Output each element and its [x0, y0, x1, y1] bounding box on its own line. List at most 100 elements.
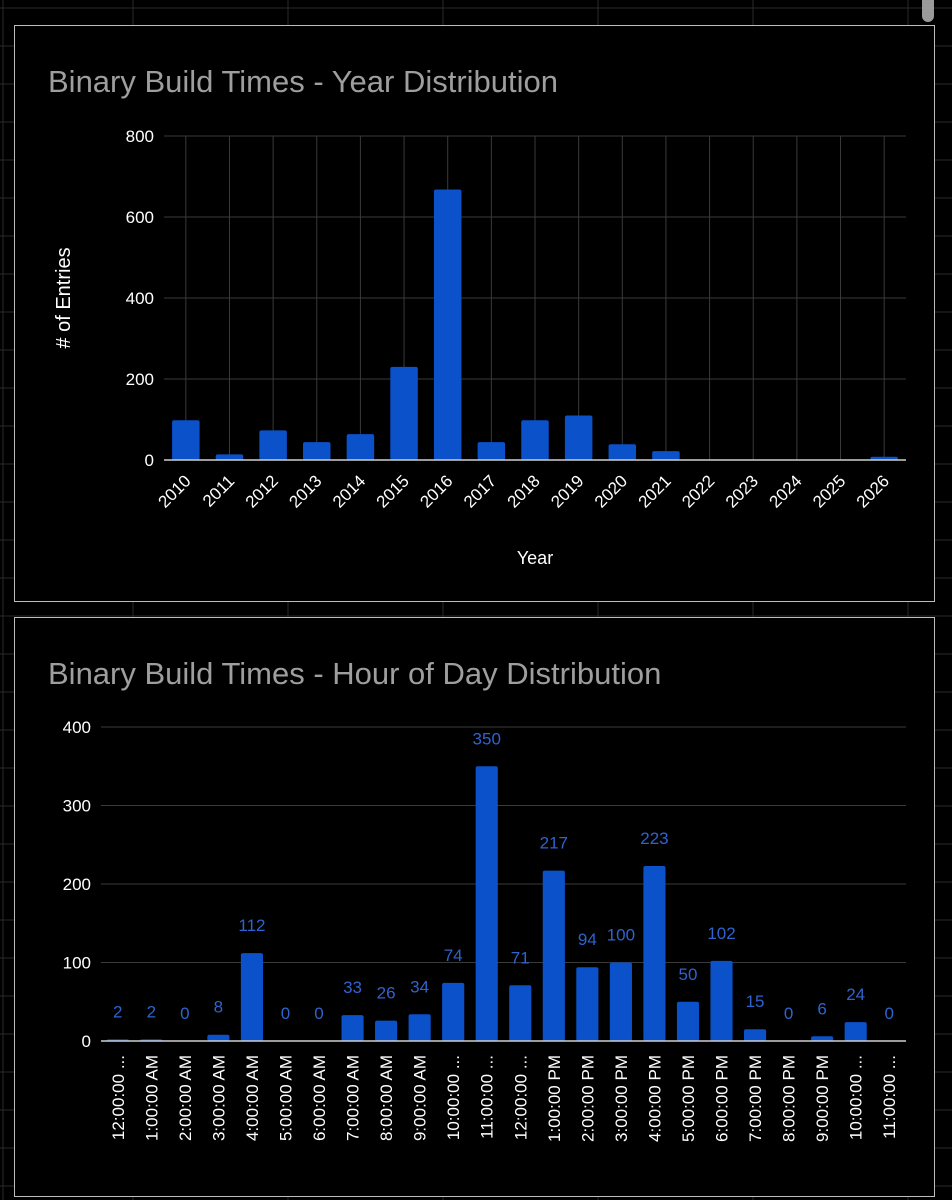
- y-tick-label: 100: [63, 954, 91, 973]
- bar[interactable]: [475, 766, 498, 1041]
- data-label: 94: [578, 930, 597, 949]
- bar[interactable]: [346, 434, 375, 460]
- x-tick-label: 2023: [722, 471, 762, 511]
- x-tick-label: 2021: [635, 471, 675, 511]
- bar[interactable]: [576, 967, 599, 1041]
- x-tick-label: 2:00:00 AM: [176, 1055, 195, 1141]
- bar[interactable]: [433, 189, 462, 460]
- bar[interactable]: [609, 962, 632, 1042]
- x-tick-label: 2022: [678, 471, 718, 511]
- x-tick-label: 6:00:00 AM: [310, 1055, 329, 1141]
- x-tick-label: 9:00:00 AM: [411, 1055, 430, 1141]
- x-tick-label: 11:00:00 ...: [478, 1055, 497, 1139]
- bar[interactable]: [652, 451, 680, 460]
- bar[interactable]: [341, 1015, 364, 1041]
- data-label: 0: [314, 1004, 323, 1023]
- x-tick-label: 8:00:00 PM: [780, 1055, 799, 1142]
- x-tick-label: 10:00:00 ...: [847, 1055, 866, 1140]
- bar[interactable]: [375, 1020, 398, 1041]
- bar[interactable]: [240, 953, 264, 1041]
- bar[interactable]: [477, 442, 506, 460]
- y-tick-label: 200: [63, 875, 91, 894]
- bar[interactable]: [676, 1001, 700, 1041]
- x-tick-label: 8:00:00 AM: [377, 1055, 396, 1141]
- y-tick-label: 600: [126, 208, 154, 227]
- x-tick-label: 1:00:00 AM: [142, 1055, 161, 1141]
- x-tick-label: 7:00:00 PM: [746, 1055, 765, 1142]
- bar[interactable]: [608, 444, 637, 460]
- x-tick-label: 2017: [460, 471, 500, 511]
- x-tick-label: 11:00:00 ...: [880, 1055, 899, 1139]
- bar[interactable]: [811, 1036, 834, 1041]
- chart-title: Binary Build Times - Year Distribution: [48, 64, 559, 99]
- bar[interactable]: [542, 870, 565, 1041]
- y-tick-label: 400: [63, 718, 91, 737]
- data-label: 24: [846, 985, 865, 1004]
- data-label: 50: [679, 965, 698, 984]
- x-tick-label: 2018: [504, 471, 544, 511]
- bar[interactable]: [172, 420, 200, 460]
- x-tick-label: 2013: [285, 471, 325, 511]
- data-label: 0: [281, 1004, 290, 1023]
- data-label: 102: [707, 924, 735, 943]
- y-axis-title: # of Entries: [53, 247, 75, 348]
- bar[interactable]: [521, 420, 549, 460]
- data-label: 100: [607, 926, 635, 945]
- bar[interactable]: [564, 415, 593, 460]
- data-label: 112: [238, 916, 265, 935]
- bar[interactable]: [207, 1034, 230, 1041]
- x-tick-label: 10:00:00 ...: [444, 1055, 463, 1140]
- x-tick-label: 2019: [547, 471, 587, 511]
- y-tick-label: 300: [63, 797, 91, 816]
- x-tick-label: 2010: [154, 471, 194, 511]
- x-tick-label: 9:00:00 PM: [813, 1055, 832, 1142]
- y-tick-label: 800: [126, 127, 154, 146]
- bar[interactable]: [870, 456, 898, 460]
- bar[interactable]: [643, 865, 666, 1041]
- x-tick-label: 5:00:00 AM: [276, 1055, 295, 1141]
- bar[interactable]: [509, 985, 532, 1041]
- bar[interactable]: [303, 442, 331, 460]
- bar[interactable]: [259, 430, 287, 460]
- x-tick-label: 6:00:00 PM: [713, 1055, 732, 1142]
- bar[interactable]: [442, 982, 465, 1041]
- chart-title: Binary Build Times - Hour of Day Distrib…: [48, 656, 662, 691]
- x-tick-label: 7:00:00 AM: [344, 1055, 363, 1141]
- x-tick-label: 1:00:00 PM: [545, 1055, 564, 1142]
- bar[interactable]: [408, 1014, 431, 1041]
- x-tick-label: 2015: [373, 471, 413, 511]
- bar[interactable]: [215, 454, 244, 460]
- data-label: 2: [113, 1002, 122, 1021]
- data-label: 34: [410, 977, 429, 996]
- scrollbar-thumb[interactable]: [922, 0, 934, 22]
- x-tick-label: 12:00:00 ...: [109, 1055, 128, 1140]
- bar[interactable]: [844, 1022, 867, 1041]
- bar[interactable]: [743, 1029, 767, 1041]
- x-tick-label: 3:00:00 PM: [612, 1055, 631, 1142]
- data-label: 223: [640, 829, 668, 848]
- data-label: 0: [784, 1004, 793, 1023]
- data-label: 15: [746, 992, 765, 1011]
- x-tick-label: 2011: [199, 471, 238, 510]
- data-label: 74: [444, 946, 463, 965]
- x-tick-label: 2016: [416, 471, 456, 511]
- x-tick-label: 4:00:00 PM: [645, 1055, 664, 1142]
- x-tick-label: 2026: [853, 471, 893, 511]
- data-label: 26: [377, 984, 396, 1003]
- year-distribution-chart[interactable]: Binary Build Times - Year Distribution 0…: [14, 25, 935, 602]
- data-label: 6: [817, 999, 826, 1018]
- x-tick-label: 2014: [329, 471, 369, 511]
- bar[interactable]: [710, 960, 733, 1041]
- hour-distribution-chart[interactable]: Binary Build Times - Hour of Day Distrib…: [14, 617, 935, 1197]
- bar[interactable]: [390, 366, 418, 460]
- data-label: 33: [343, 978, 362, 997]
- data-label: 2: [147, 1002, 156, 1021]
- data-label: 0: [884, 1004, 893, 1023]
- x-tick-label: 3:00:00 AM: [209, 1055, 228, 1141]
- x-tick-label: 4:00:00 AM: [243, 1055, 262, 1141]
- x-tick-label: 2012: [242, 471, 282, 511]
- y-tick-label: 0: [82, 1032, 91, 1051]
- y-tick-label: 400: [126, 289, 154, 308]
- data-label: 217: [540, 834, 568, 853]
